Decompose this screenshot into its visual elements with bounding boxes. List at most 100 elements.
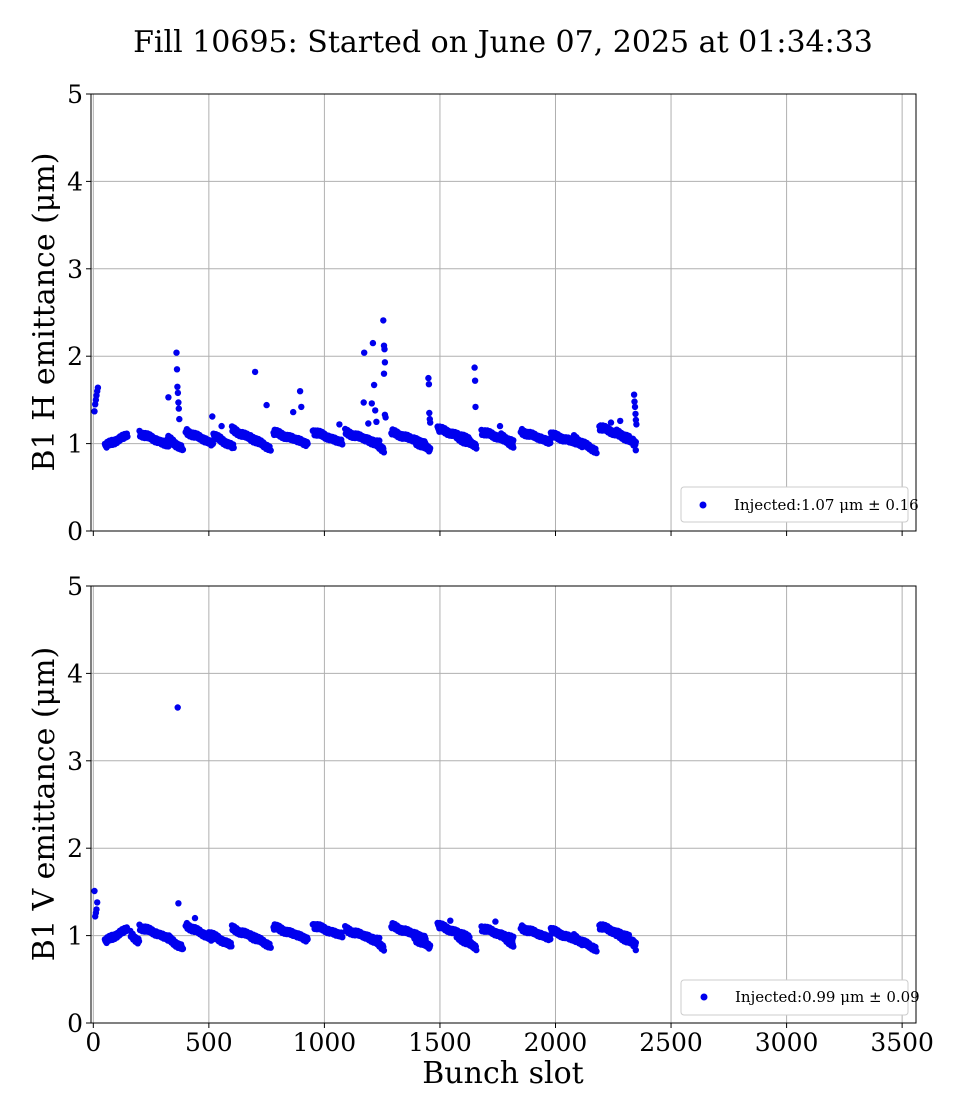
data-point	[617, 417, 624, 425]
data-point	[174, 389, 182, 397]
data-point	[290, 408, 297, 416]
data-point	[298, 403, 305, 411]
data-point	[173, 349, 180, 356]
panel-vertical: 0 1 2 3 4 5 0 500 1000 1500 2000 2500 3000 3500 B1 V…	[27, 572, 934, 1057]
data-point	[447, 917, 454, 924]
data-point	[370, 381, 378, 389]
data-point	[209, 413, 216, 420]
legend: Injected:1.07 μm ± 0.16	[680, 486, 919, 523]
data-point	[296, 388, 304, 395]
data-point	[547, 936, 554, 943]
x-axis-ticks	[92, 531, 903, 536]
x-axis-ticks: 0 500 1000 1500 2000 2500 3000 3500	[85, 1023, 934, 1057]
legend-marker	[700, 993, 708, 1001]
data-point	[124, 433, 131, 440]
y-axis-label: B1 H emittance (μm)	[27, 153, 62, 472]
data-point	[631, 403, 639, 411]
y-tick-label: 5	[67, 572, 83, 601]
data-point	[510, 943, 517, 950]
legend-label: Injected:0.99 μm ± 0.09	[735, 988, 920, 1006]
data-point	[380, 317, 387, 324]
y-tick-label: 0	[67, 517, 83, 546]
y-tick-label: 1	[67, 922, 83, 951]
data-point	[91, 408, 98, 415]
x-tick-label: 1000	[293, 1028, 357, 1057]
figure-title: Fill 10695: Started on June 07, 2025 at …	[133, 25, 873, 60]
data-point	[339, 934, 346, 941]
data-point	[426, 409, 433, 417]
data-point	[179, 945, 187, 952]
y-axis-label: B1 V emittance (μm)	[27, 647, 62, 961]
data-point	[230, 444, 237, 451]
data-point	[471, 364, 478, 371]
data-point	[361, 349, 368, 356]
data-point	[630, 391, 638, 398]
data-point	[369, 339, 377, 347]
x-tick-label: 3500	[870, 1028, 934, 1057]
data-point	[593, 449, 600, 457]
data-point	[632, 946, 639, 954]
data-point	[368, 400, 375, 407]
data-point	[165, 394, 172, 401]
data-point	[380, 449, 388, 456]
data-point	[228, 943, 235, 950]
y-tick-label: 5	[67, 80, 83, 109]
data-point	[593, 948, 600, 955]
grid-lines	[91, 586, 916, 1023]
y-tick-label: 4	[67, 167, 83, 196]
data-point	[381, 359, 389, 366]
x-tick-label: 500	[185, 1028, 233, 1057]
data-point	[473, 445, 480, 452]
data-point	[427, 419, 434, 426]
data-point	[175, 900, 182, 907]
data-point	[547, 439, 554, 447]
legend-marker	[699, 501, 707, 509]
panel-horizontal: 0 1 2 3 4 5 B1 H emittance (μm) Injected:1.07…	[27, 80, 919, 546]
y-axis-ticks: 0 1 2 3 4 5	[67, 572, 91, 1038]
y-tick-label: 1	[67, 430, 83, 459]
data-point	[492, 918, 499, 925]
data-point	[380, 370, 388, 377]
data-point	[510, 444, 517, 451]
data-points	[91, 317, 640, 457]
legend-label: Injected:1.07 μm ± 0.16	[734, 496, 919, 514]
data-point	[304, 936, 311, 943]
data-point	[94, 384, 102, 391]
data-point	[267, 447, 274, 454]
data-point	[632, 941, 639, 948]
data-points	[91, 704, 639, 955]
x-tick-label: 3000	[755, 1028, 819, 1057]
data-point	[380, 947, 388, 954]
data-point	[360, 399, 367, 406]
legend: Injected:0.99 μm ± 0.09	[680, 979, 920, 1016]
data-point	[382, 414, 389, 421]
y-tick-label: 2	[67, 834, 83, 863]
legend-box	[680, 486, 909, 523]
data-point	[373, 418, 380, 425]
data-point	[471, 377, 479, 384]
data-point	[632, 410, 639, 418]
data-point	[339, 441, 346, 448]
grid-lines	[91, 94, 916, 531]
data-point	[175, 399, 182, 406]
data-point	[631, 398, 638, 405]
data-point	[267, 944, 274, 951]
x-tick-label: 1500	[408, 1028, 472, 1057]
data-point	[372, 407, 379, 414]
data-point	[174, 383, 181, 390]
data-point	[175, 405, 182, 412]
data-point	[251, 368, 259, 376]
data-point	[365, 420, 372, 427]
data-point	[336, 421, 343, 428]
y-tick-label: 4	[67, 659, 83, 688]
data-point	[263, 401, 270, 409]
data-point	[381, 346, 388, 353]
data-point	[425, 374, 432, 382]
data-point	[633, 421, 640, 428]
data-point	[632, 447, 639, 454]
y-tick-label: 3	[67, 255, 83, 284]
data-point	[629, 435, 637, 442]
x-axis-label: Bunch slot	[422, 1056, 583, 1091]
data-point	[632, 441, 639, 448]
